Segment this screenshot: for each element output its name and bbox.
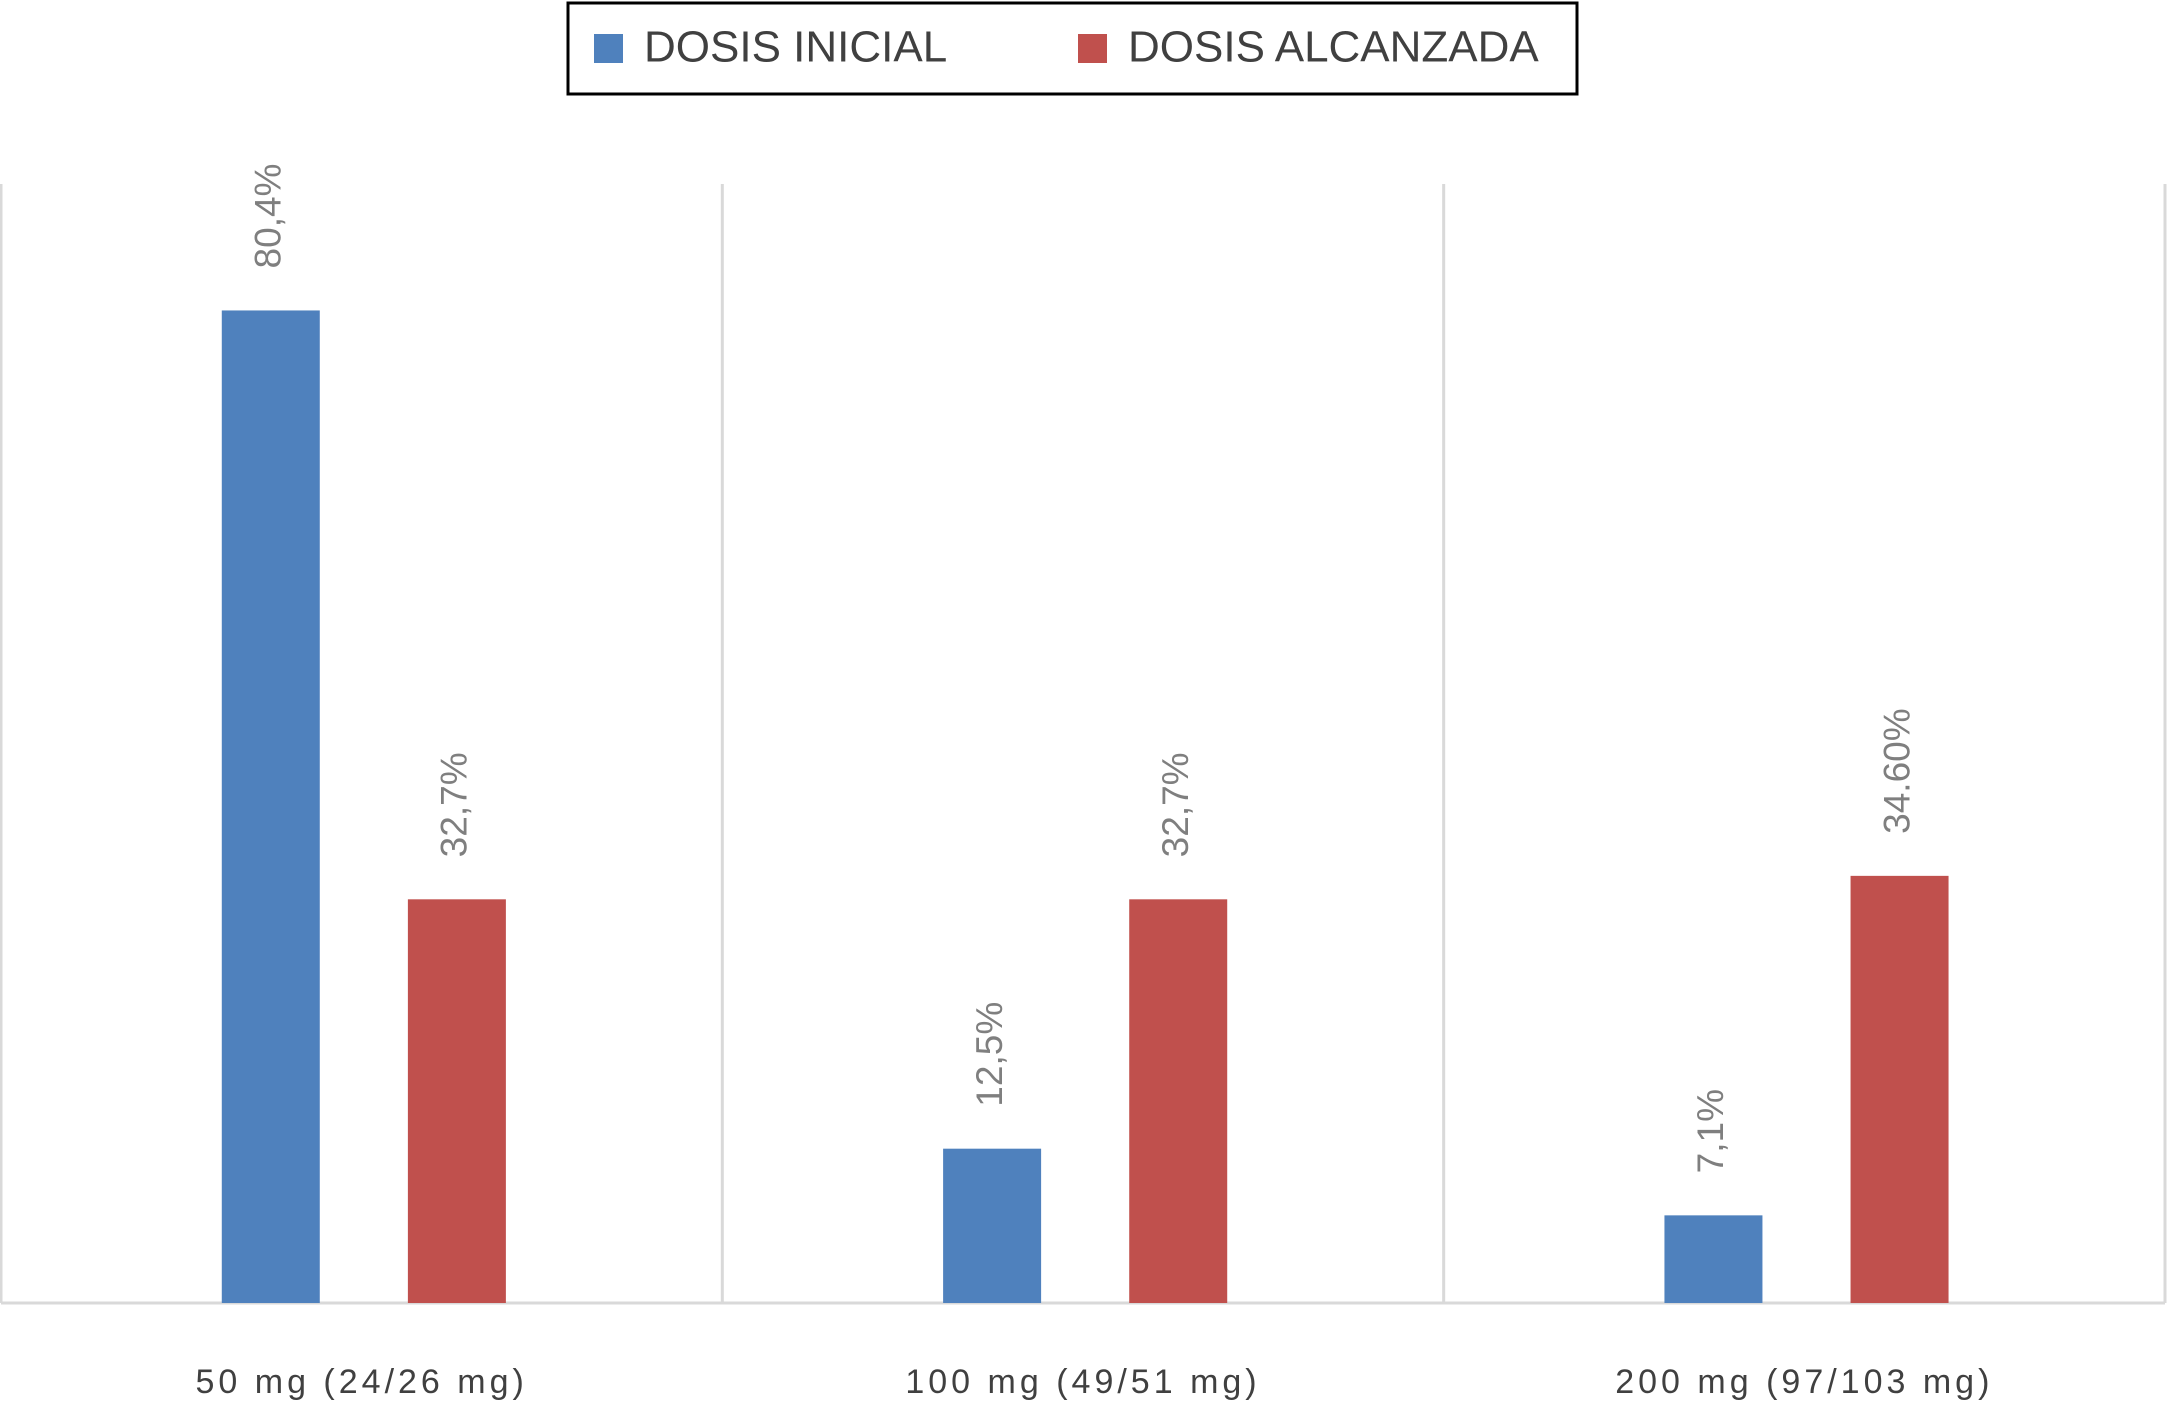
data-label: 34.60%: [1876, 708, 1917, 834]
x-tick-label: 200 mg (97/103 mg): [1615, 1363, 1993, 1401]
data-label: 12,5%: [969, 1002, 1010, 1107]
bar: [1850, 875, 1949, 1303]
data-label: 32,7%: [434, 752, 475, 857]
x-tick-label: 100 mg (49/51 mg): [905, 1363, 1260, 1401]
data-label: 7,1%: [1690, 1089, 1731, 1173]
bar: [943, 1148, 1042, 1303]
legend-swatch: [1078, 34, 1107, 63]
legend-label: DOSIS ALCANZADA: [1128, 23, 1539, 72]
bar: [221, 310, 320, 1303]
legend-swatch: [594, 34, 623, 63]
bar: [1664, 1215, 1763, 1303]
data-label: 32,7%: [1155, 752, 1196, 857]
data-label: 80,4%: [248, 164, 289, 269]
legend-box: [566, 1, 1579, 96]
bar: [1129, 899, 1228, 1303]
legend-label: DOSIS INICIAL: [644, 23, 947, 72]
bar: [407, 899, 506, 1303]
x-tick-label: 50 mg (24/26 mg): [195, 1363, 527, 1401]
